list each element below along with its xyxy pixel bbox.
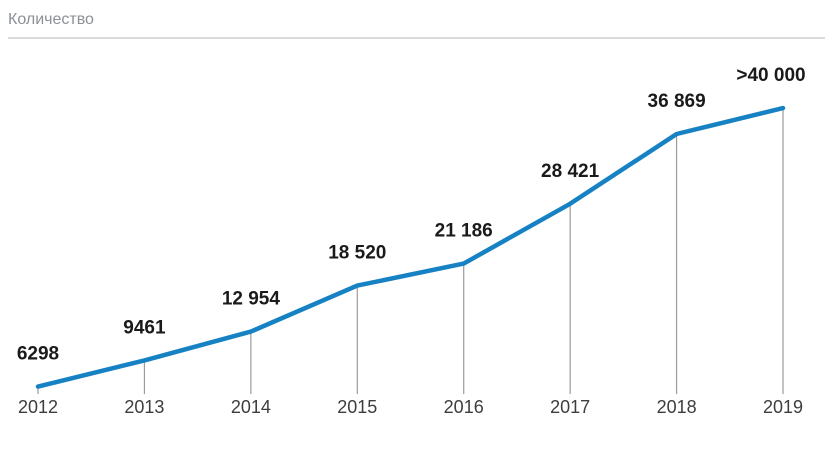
value-label: 9461 xyxy=(123,317,166,338)
series-line xyxy=(35,105,786,389)
x-tick-label: 2019 xyxy=(763,397,803,417)
x-tick-label: 2013 xyxy=(124,397,164,417)
value-label: 6298 xyxy=(17,344,59,365)
x-tick-label: 2017 xyxy=(550,397,590,417)
header-divider xyxy=(8,37,825,39)
value-label: 12 954 xyxy=(222,289,281,310)
value-label: 36 869 xyxy=(648,91,706,112)
value-label: 21 186 xyxy=(435,221,493,242)
value-label: >40 000 xyxy=(736,65,805,86)
chart-title: Количество xyxy=(8,11,94,28)
x-tick-label: 2014 xyxy=(231,397,271,417)
x-tick-label: 2015 xyxy=(337,397,377,417)
value-label: 28 421 xyxy=(541,161,600,182)
x-tick-label: 2018 xyxy=(657,397,697,417)
x-tick-label: 2016 xyxy=(444,397,484,417)
line-chart: 6298 9461 12 954 18 520 21 186 28 421 36 869 >4… xyxy=(17,65,806,417)
value-label: 18 520 xyxy=(328,243,386,264)
x-tick-label: 2012 xyxy=(18,397,58,417)
chart-header: Количество xyxy=(0,0,833,39)
